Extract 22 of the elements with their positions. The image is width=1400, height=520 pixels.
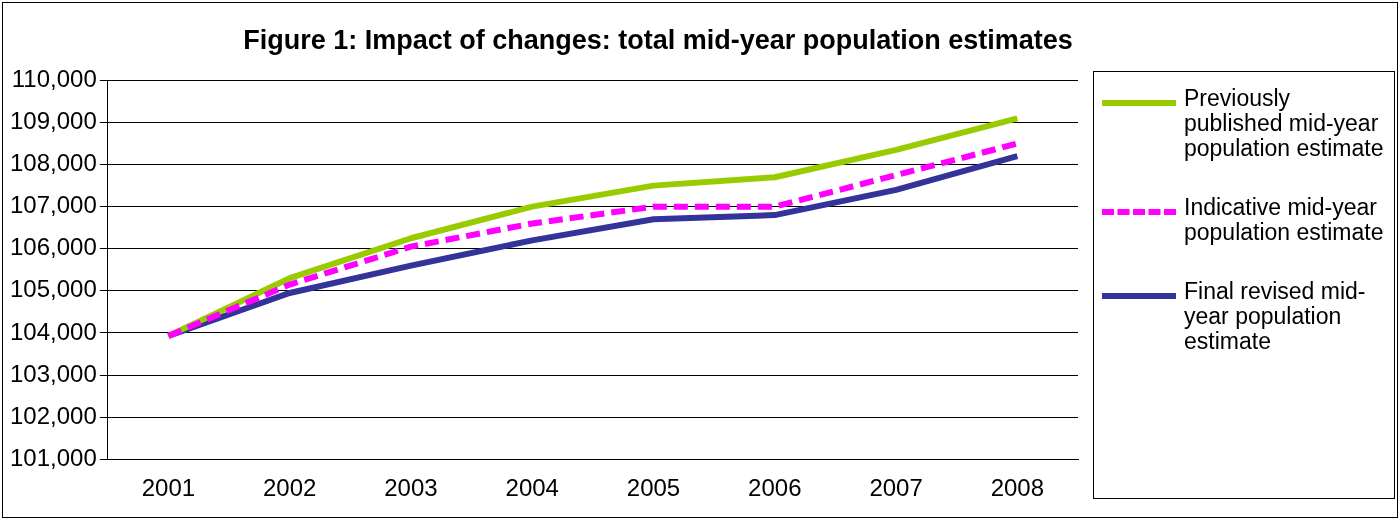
y-tick-label: 108,000 <box>9 149 97 177</box>
y-tick-label: 106,000 <box>9 233 97 261</box>
x-tick-label: 2003 <box>384 474 438 502</box>
x-tick-label: 2004 <box>505 474 559 502</box>
y-tick-label: 103,000 <box>9 359 97 387</box>
legend-label: Indicative mid-year population estimate <box>1184 194 1385 245</box>
x-tick-label: 2001 <box>141 474 196 502</box>
x-tick-label: 2007 <box>869 474 923 502</box>
y-tick-label: 109,000 <box>9 107 97 135</box>
x-tick-label: 2002 <box>262 474 317 502</box>
y-tick-label: 101,000 <box>9 443 97 471</box>
x-tick-label: 2008 <box>990 474 1045 502</box>
legend-label: Previously published mid-year population estimate <box>1184 85 1385 161</box>
x-tick-label: 2005 <box>626 474 681 502</box>
chart-title: Figure 1: Impact of changes: total mid-year population estimates <box>242 25 1074 56</box>
legend-label: Final revised mid-year population estimate <box>1184 278 1367 354</box>
y-tick-label: 102,000 <box>9 401 97 429</box>
y-tick-label: 105,000 <box>9 275 97 303</box>
y-tick-label: 107,000 <box>9 191 97 219</box>
x-tick-label: 2006 <box>748 474 802 502</box>
y-tick-label: 110,000 <box>11 65 97 93</box>
y-tick-label: 104,000 <box>9 317 97 345</box>
